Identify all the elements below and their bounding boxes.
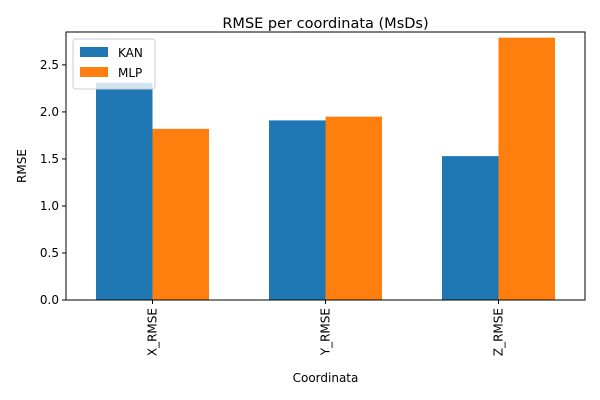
- x-tick-label: Z_RMSE: [492, 308, 506, 356]
- bars-group: [96, 37, 555, 301]
- chart-title: RMSE per coordinata (MsDs): [222, 16, 428, 32]
- y-tick-label: 1.0: [40, 199, 59, 213]
- bar-mlp-x_rmse: [152, 128, 209, 300]
- y-tick-label: 0.0: [40, 293, 59, 307]
- legend-swatch-kan: [80, 47, 108, 57]
- x-axis-ticks: X_RMSE Y_RMSE Z_RMSE: [146, 300, 506, 356]
- legend-label-mlp: MLP: [118, 66, 142, 80]
- legend-label-kan: KAN: [118, 46, 143, 60]
- x-tick-label: X_RMSE: [146, 308, 160, 356]
- y-tick-label: 2.5: [40, 58, 59, 72]
- bar-mlp-z_rmse: [498, 37, 555, 301]
- y-tick-label: 2.0: [40, 105, 59, 119]
- legend: KAN MLP: [72, 38, 156, 90]
- x-axis-label: Coordinata: [293, 371, 359, 385]
- plot-area: 0.0 0.5 1.0 1.5 2.0 2.5 X_RMSE Y_RMSE Z_RMSE: [40, 31, 586, 356]
- y-tick-label: 1.5: [40, 152, 59, 166]
- plot-frame: [65, 31, 586, 301]
- legend-swatch-mlp: [80, 67, 108, 77]
- x-tick-label: Y_RMSE: [319, 308, 333, 356]
- y-tick-label: 0.5: [40, 246, 59, 260]
- bar-kan-z_rmse: [442, 156, 499, 300]
- y-axis-label: RMSE: [15, 149, 29, 183]
- bar-kan-y_rmse: [269, 120, 326, 301]
- y-axis-ticks: 0.0 0.5 1.0 1.5 2.0 2.5: [40, 58, 66, 307]
- bar-mlp-y_rmse: [325, 116, 382, 300]
- bar-kan-x_rmse: [96, 82, 153, 300]
